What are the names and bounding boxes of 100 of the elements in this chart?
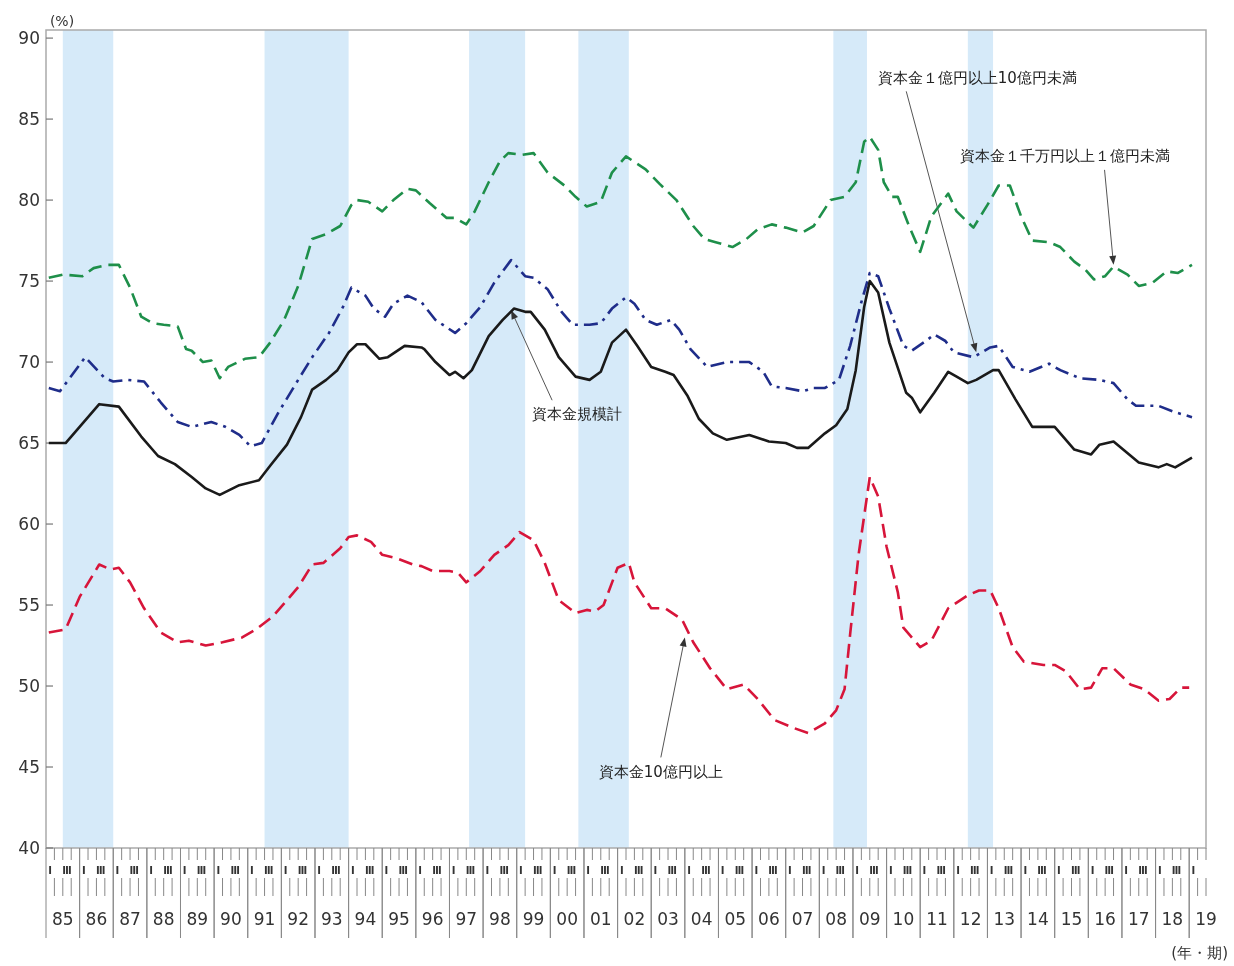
- x-tick-label: 15: [1060, 909, 1083, 929]
- text: Ⅰ: [855, 865, 860, 876]
- text: Ⅰ: [1090, 865, 1095, 876]
- text: Ⅰ: [821, 865, 826, 876]
- text: Ⅲ: [902, 865, 913, 876]
- x-tick-label: 17: [1127, 909, 1150, 929]
- y-tick-label: 75: [18, 271, 40, 292]
- text: Ⅰ: [989, 865, 994, 876]
- x-tick-label: 00: [556, 909, 578, 929]
- text: Ⅰ: [317, 865, 322, 876]
- text: Ⅰ: [956, 865, 960, 876]
- y-axis-title: (%): [49, 13, 75, 29]
- text: Ⅲ: [1171, 865, 1182, 876]
- x-tick-label: 12: [959, 909, 982, 929]
- annotation: 資本金10億円以上: [598, 763, 723, 782]
- line-series: [47, 258, 1194, 448]
- y-tick-label: 60: [18, 514, 40, 535]
- text: Ⅲ: [1104, 865, 1115, 876]
- x-tick-label: 03: [657, 909, 679, 929]
- x-axis-title: (年・期): [1171, 944, 1228, 962]
- text: Ⅰ: [451, 865, 456, 876]
- annotation: 資本金１億円以上10億円未満: [877, 69, 1077, 88]
- text: Ⅰ: [283, 865, 288, 876]
- text: Ⅰ: [115, 865, 120, 876]
- text: Ⅲ: [1003, 865, 1014, 876]
- x-tick-label: 11: [926, 909, 948, 929]
- x-tick-label: 05: [724, 909, 747, 929]
- x-tick-label: 90: [220, 909, 242, 929]
- x-tick-label: 01: [589, 909, 612, 929]
- text: Ⅰ: [250, 865, 254, 876]
- text: Ⅲ: [62, 865, 72, 876]
- y-tick-label: 40: [18, 838, 40, 858]
- text: Ⅰ: [922, 865, 927, 876]
- text: Ⅲ: [196, 865, 207, 876]
- text: Ⅲ: [129, 865, 139, 876]
- x-tick-label: 08: [825, 909, 847, 929]
- x-tick-label: 93: [320, 909, 343, 929]
- text: Ⅲ: [566, 865, 577, 876]
- x-tick-label: 19: [1195, 909, 1217, 929]
- text: Ⅰ: [149, 865, 153, 876]
- text: Ⅲ: [600, 865, 610, 876]
- line-series: [47, 135, 1194, 380]
- x-tick-label: 13: [993, 909, 1016, 929]
- x-tick-label: 89: [186, 909, 209, 929]
- text: Ⅲ: [499, 865, 509, 876]
- text: Ⅲ: [633, 865, 644, 876]
- text: Ⅲ: [802, 865, 812, 876]
- text: Ⅲ: [364, 865, 375, 876]
- x-tick-label: 02: [623, 909, 646, 929]
- x-tick-label: 96: [421, 909, 444, 929]
- text: Ⅰ: [888, 865, 893, 876]
- text: Ⅰ: [754, 865, 759, 876]
- annotation: 資本金１千万円以上１億円未満: [959, 146, 1170, 165]
- text: Ⅰ: [81, 865, 86, 876]
- text: Ⅲ: [1138, 865, 1148, 876]
- text: Ⅰ: [687, 865, 691, 876]
- text: Ⅰ: [384, 865, 389, 876]
- text: Ⅰ: [586, 865, 591, 876]
- text: Ⅰ: [1124, 865, 1129, 876]
- x-tick-label: 85: [51, 909, 74, 929]
- text: Ⅲ: [95, 865, 106, 876]
- text: Ⅲ: [1037, 865, 1047, 876]
- y-tick-label: 85: [18, 109, 40, 130]
- x-tick-label: 09: [858, 909, 881, 929]
- text: Ⅰ: [1023, 865, 1028, 876]
- text: Ⅰ: [720, 865, 725, 876]
- text: Ⅲ: [163, 865, 173, 876]
- x-tick-label: 92: [287, 909, 309, 929]
- text: Ⅰ: [485, 865, 490, 876]
- text: Ⅲ: [264, 865, 274, 876]
- text: Ⅰ: [1057, 865, 1061, 876]
- text: Ⅰ: [519, 865, 523, 876]
- text: Ⅰ: [350, 865, 355, 876]
- x-tick-label: 07: [791, 909, 814, 929]
- text: Ⅰ: [182, 865, 187, 876]
- text: Ⅰ: [1157, 865, 1162, 876]
- text: Ⅲ: [398, 865, 408, 876]
- x-tick-label: 94: [354, 909, 377, 929]
- y-tick-label: 50: [18, 676, 40, 697]
- text: Ⅰ: [653, 865, 658, 876]
- y-tick-label: 70: [18, 352, 40, 373]
- annotation: 資本金規模計: [532, 405, 623, 424]
- text: Ⅲ: [230, 865, 240, 876]
- text: Ⅰ: [619, 865, 624, 876]
- x-tick-label: 04: [690, 909, 713, 929]
- text: Ⅲ: [970, 865, 980, 876]
- text: Ⅲ: [465, 865, 476, 876]
- text: Ⅲ: [331, 865, 341, 876]
- text: Ⅰ: [48, 865, 53, 876]
- line-series: [47, 475, 1191, 735]
- y-tick-label: 80: [18, 190, 40, 211]
- x-tick-label: 99: [522, 909, 545, 929]
- text: Ⅲ: [297, 865, 308, 876]
- text: Ⅲ: [432, 865, 442, 876]
- text: Ⅲ: [701, 865, 711, 876]
- text: Ⅲ: [1070, 865, 1081, 876]
- text: Ⅰ: [552, 865, 557, 876]
- x-tick-label: 87: [119, 909, 141, 929]
- x-tick-label: 91: [253, 909, 276, 929]
- x-tick-label: 95: [388, 909, 410, 929]
